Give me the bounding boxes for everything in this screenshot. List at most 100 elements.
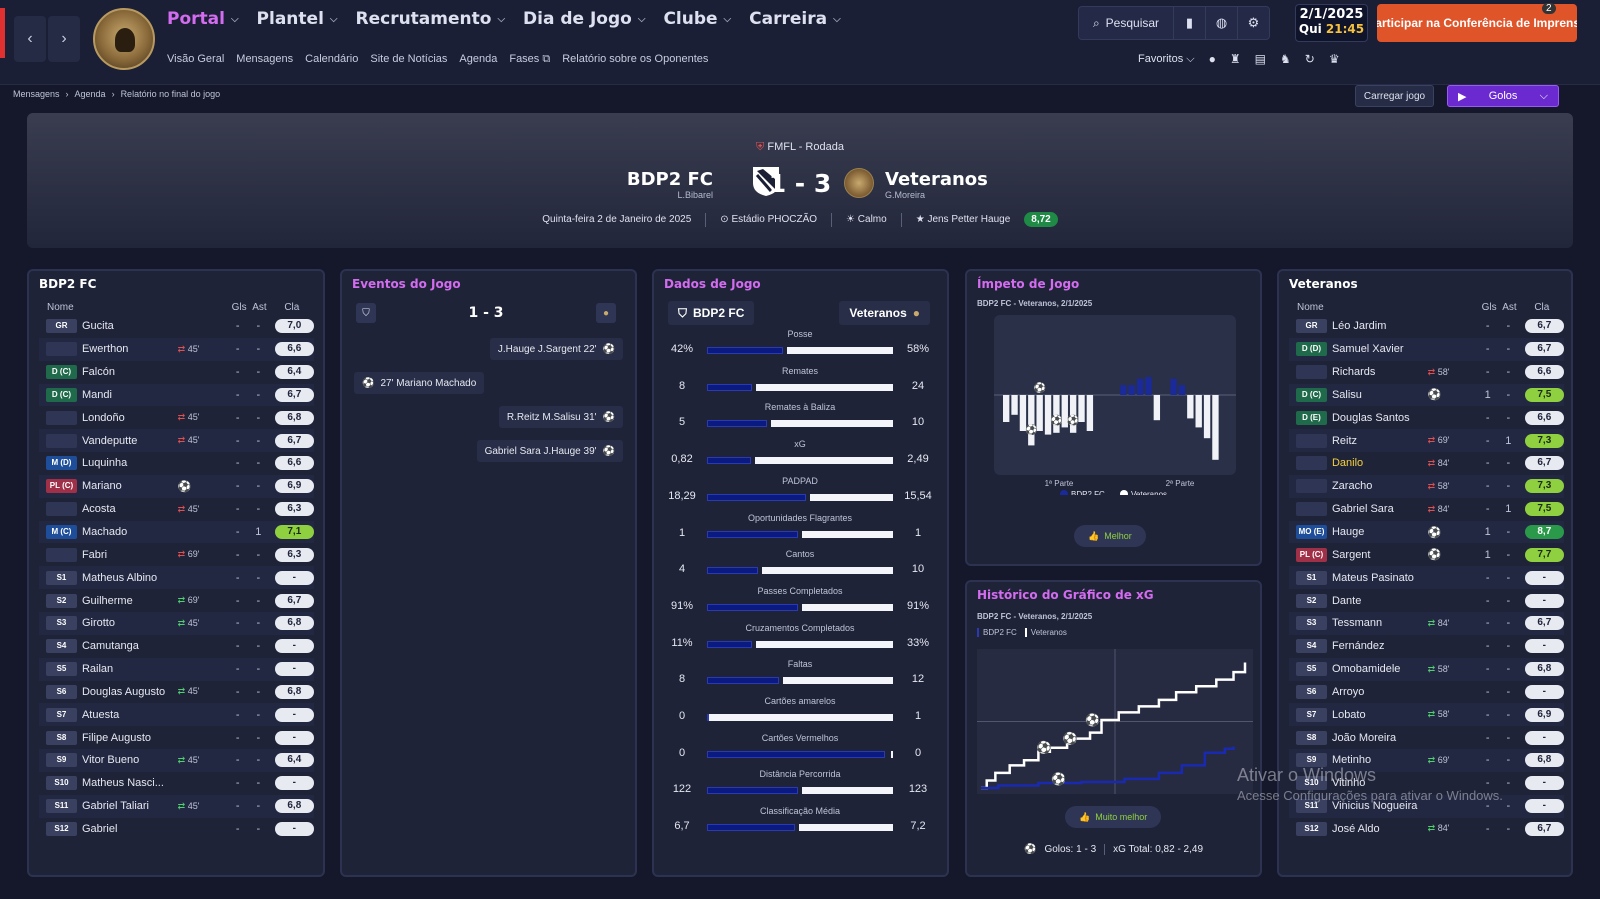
table-row[interactable]: M (C) Machado - 1 7,1: [39, 520, 315, 544]
tactics-icon[interactable]: ▤: [1254, 52, 1267, 66]
subnav-visao-geral[interactable]: Visão Geral: [167, 53, 225, 65]
player-name[interactable]: Dante: [1331, 594, 1362, 607]
table-row[interactable]: S7 Lobato ⇄ 58' - -6,9: [1289, 703, 1565, 727]
shirt-icon[interactable]: ♜: [1229, 52, 1241, 66]
table-row[interactable]: Gabriel Sara ⇄ 84' - 1 7,5: [1289, 498, 1565, 521]
table-row[interactable]: PL (C) Mariano ⚽ - -6,9: [39, 474, 315, 498]
player-name[interactable]: Douglas Augusto: [81, 685, 166, 698]
table-row[interactable]: S8 João Moreira - - -: [1289, 726, 1565, 749]
stadium[interactable]: ⊙ Estádio PHOCZÃO: [720, 214, 818, 225]
player-name[interactable]: Mandi: [81, 388, 112, 401]
messages-icon[interactable]: ●: [1208, 52, 1216, 66]
player-name[interactable]: Acosta: [81, 503, 116, 516]
table-row[interactable]: S3 Tessmann ⇄ 84' - -6,7: [1289, 611, 1565, 635]
player-name[interactable]: Londoño: [81, 411, 125, 424]
table-row[interactable]: S4 Fernández - - -: [1289, 635, 1565, 658]
player-name[interactable]: Mariano: [81, 480, 122, 493]
player-name[interactable]: Tessmann: [1331, 617, 1383, 630]
player-name[interactable]: Omobamidele: [1331, 663, 1401, 676]
table-row[interactable]: S11 Gabriel Taliari ⇄ 45' - -6,8: [39, 794, 315, 818]
bookmark-icon[interactable]: ▮: [1173, 7, 1205, 39]
table-row[interactable]: M (D) Luquinha - -6,6: [39, 452, 315, 475]
table-row[interactable]: Londoño ⇄ 45' - -6,8: [39, 406, 315, 429]
player-name[interactable]: Luquinha: [81, 457, 128, 470]
table-row[interactable]: S8 Filipe Augusto - - -: [39, 726, 315, 749]
table-row[interactable]: S10 Matheus Nasci... - - -: [39, 772, 315, 795]
subnav-site-noticias[interactable]: Site de Notícias: [370, 53, 448, 65]
player-name[interactable]: João Moreira: [1331, 731, 1397, 744]
back-button[interactable]: ‹: [14, 16, 46, 62]
table-row[interactable]: S12 José Aldo ⇄ 84' - -6,7: [1289, 818, 1565, 841]
player-name[interactable]: Camutanga: [81, 640, 139, 653]
player-name[interactable]: Matheus Nasci...: [81, 777, 164, 790]
table-row[interactable]: S1 Matheus Albino - - -: [39, 566, 315, 590]
table-row[interactable]: S9 Metinho ⇄ 69' - -6,8: [1289, 749, 1565, 772]
player-name[interactable]: Fabri: [81, 548, 108, 561]
table-row[interactable]: S1 Mateus Pasinato - - -: [1289, 566, 1565, 590]
event-item[interactable]: J.Hauge J.Sargent 22' ⚽: [489, 338, 623, 360]
player-name[interactable]: Zaracho: [1331, 480, 1373, 493]
player-name[interactable]: Hauge: [1331, 526, 1365, 539]
table-row[interactable]: S4 Camutanga - - -: [39, 635, 315, 658]
table-row[interactable]: Acosta ⇄ 45' - -6,3: [39, 498, 315, 521]
nav-clube[interactable]: Clube ⌵: [663, 9, 732, 29]
player-name[interactable]: Gabriel Taliari: [81, 800, 150, 813]
table-row[interactable]: S12 Gabriel - - -: [39, 818, 315, 841]
table-row[interactable]: Fabri ⇄ 69' - -6,3: [39, 543, 315, 566]
favorites-dropdown[interactable]: Favoritos ⌵: [1138, 52, 1195, 65]
player-name[interactable]: Machado: [81, 526, 128, 539]
table-row[interactable]: S6 Douglas Augusto ⇄ 45' - -6,8: [39, 681, 315, 704]
forward-button[interactable]: ›: [48, 16, 80, 62]
player-name[interactable]: Vinicius Nogueira: [1331, 800, 1418, 813]
competition[interactable]: ⛨ FMFL - Rodada: [756, 141, 844, 153]
table-row[interactable]: S5 Railan - - -: [39, 657, 315, 681]
player-name[interactable]: Mateus Pasinato: [1331, 571, 1414, 584]
player-name[interactable]: Léo Jardim: [1331, 320, 1387, 333]
table-row[interactable]: PL (C) Sargent ⚽ 1 -7,7: [1289, 543, 1565, 566]
player-name[interactable]: José Aldo: [1331, 822, 1380, 835]
table-row[interactable]: Zaracho ⇄ 58' - -7,3: [1289, 474, 1565, 498]
table-row[interactable]: S3 Girotto ⇄ 45' - -6,8: [39, 611, 315, 635]
player-name[interactable]: Gucita: [81, 320, 114, 333]
player-name[interactable]: Salisu: [1331, 388, 1362, 401]
player-name[interactable]: Falcón: [81, 366, 115, 379]
event-item[interactable]: R.Reitz M.Salisu 31' ⚽: [498, 406, 623, 428]
player-name[interactable]: Vitor Bueno: [81, 754, 140, 767]
momentum-verdict-button[interactable]: 👍 Melhor: [1074, 525, 1146, 547]
player-name[interactable]: Gabriel: [81, 822, 118, 835]
away-team[interactable]: Veteranos G.Moreira: [885, 169, 988, 200]
nav-recrutamento[interactable]: Recrutamento ⌵: [355, 9, 506, 29]
subnav-fases[interactable]: Fases ⧉: [509, 53, 551, 65]
staff-icon[interactable]: ♞: [1280, 52, 1291, 66]
player-name[interactable]: Atuesta: [81, 708, 120, 721]
subnav-mensagens[interactable]: Mensagens: [236, 53, 294, 65]
table-row[interactable]: Ewerthon ⇄ 45' - -6,6: [39, 337, 315, 361]
table-row[interactable]: Vandeputte ⇄ 45' - -6,7: [39, 429, 315, 453]
globe-icon[interactable]: ◍: [1205, 7, 1237, 39]
table-row[interactable]: GR Léo Jardim - -6,7: [1289, 315, 1565, 338]
table-row[interactable]: S6 Arroyo - - -: [1289, 681, 1565, 704]
player-name[interactable]: Railan: [81, 663, 114, 676]
subnav-relatorio-oponentes[interactable]: Relatório sobre os Oponentes: [562, 53, 709, 65]
nav-portal[interactable]: Portal ⌵: [167, 9, 239, 29]
table-row[interactable]: Danilo ⇄ 84' - -6,7: [1289, 452, 1565, 475]
player-name[interactable]: Gabriel Sara: [1331, 503, 1394, 516]
golos-dropdown[interactable]: ▶ Golos ⌵: [1447, 85, 1559, 107]
table-row[interactable]: GR Gucita - -7,0: [39, 315, 315, 338]
player-name[interactable]: Vandeputte: [81, 434, 138, 447]
player-name[interactable]: Girotto: [81, 617, 115, 630]
breadcrumb-agenda[interactable]: Agenda: [74, 89, 106, 99]
table-row[interactable]: Richards ⇄ 58' - -6,6: [1289, 361, 1565, 384]
player-name[interactable]: Samuel Xavier: [1331, 343, 1404, 356]
table-row[interactable]: S2 Dante - - -: [1289, 589, 1565, 612]
player-name[interactable]: Lobato: [1331, 708, 1366, 721]
subnav-calendario[interactable]: Calendário: [305, 53, 359, 65]
search-button[interactable]: ⌕ Pesquisar: [1092, 15, 1160, 31]
table-row[interactable]: D (D) Samuel Xavier - -6,7: [1289, 337, 1565, 361]
table-row[interactable]: D (E) Douglas Santos - -6,6: [1289, 406, 1565, 429]
home-team[interactable]: BDP2 FC L.Bibarel: [626, 169, 713, 200]
player-name[interactable]: Douglas Santos: [1331, 411, 1410, 424]
trophy-icon[interactable]: ♛: [1328, 52, 1340, 66]
refresh-icon[interactable]: ↻: [1304, 52, 1315, 66]
table-row[interactable]: D (C) Mandi - -6,7: [39, 383, 315, 407]
